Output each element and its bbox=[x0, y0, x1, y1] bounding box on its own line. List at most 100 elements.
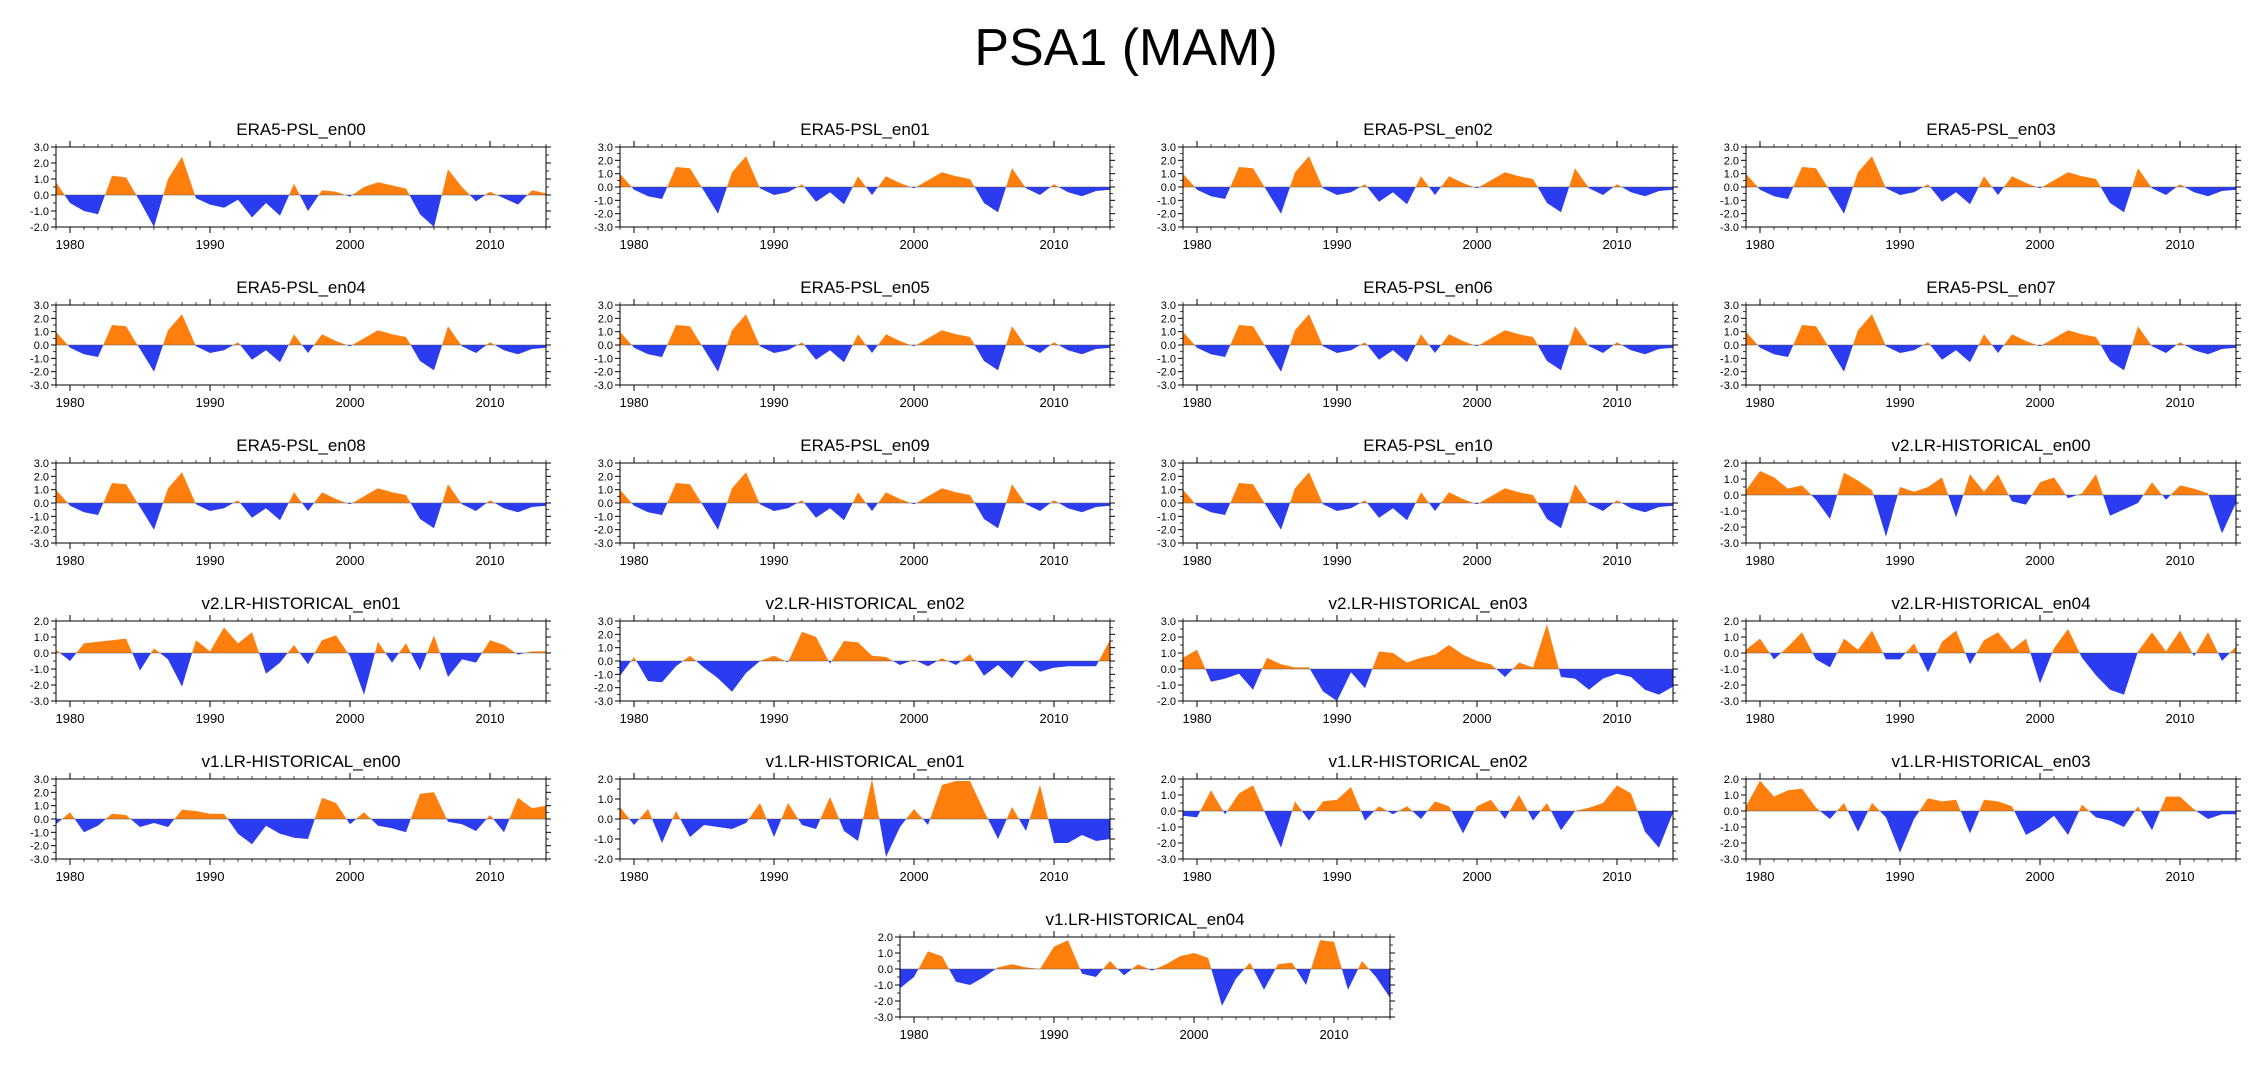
positive-area bbox=[1050, 184, 1059, 187]
x-tick-label: 2010 bbox=[2166, 869, 2195, 884]
negative-area bbox=[461, 345, 487, 353]
negative-area bbox=[2162, 495, 2171, 500]
negative-area bbox=[1183, 811, 1201, 818]
y-tick-label: 0.0 bbox=[1161, 340, 1176, 352]
positive-area bbox=[1905, 643, 1919, 653]
y-tick-label: 0.0 bbox=[598, 814, 613, 826]
positive-area bbox=[1398, 806, 1413, 811]
y-tick-label: 0.0 bbox=[1161, 182, 1176, 194]
positive-area bbox=[2077, 474, 2103, 495]
negative-area bbox=[1264, 187, 1290, 214]
positive-area bbox=[781, 803, 799, 819]
panel-title: v1.LR-HISTORICAL_en02 bbox=[1328, 752, 1527, 771]
negative-area bbox=[910, 187, 917, 189]
y-tick-label: 2.0 bbox=[598, 313, 613, 325]
positive-area bbox=[760, 655, 786, 661]
x-tick-label: 2000 bbox=[2026, 711, 2055, 726]
negative-area bbox=[910, 345, 917, 347]
x-tick-label: 2000 bbox=[2026, 553, 2055, 568]
y-tick-label: -2.0 bbox=[874, 996, 893, 1008]
positive-area bbox=[1374, 806, 1388, 811]
positive-area bbox=[56, 182, 65, 195]
y-tick-label: 0.0 bbox=[34, 814, 49, 826]
negative-area bbox=[2100, 187, 2133, 213]
y-tick-label: -3.0 bbox=[594, 538, 613, 550]
positive-area bbox=[1292, 801, 1302, 811]
negative-area bbox=[1019, 819, 1030, 831]
x-tick-label: 2000 bbox=[2026, 237, 2055, 252]
panel-title: ERA5-PSL_en01 bbox=[800, 120, 929, 139]
negative-area bbox=[2036, 187, 2043, 189]
negative-area bbox=[1025, 503, 1051, 511]
positive-area bbox=[683, 655, 697, 661]
positive-area bbox=[1006, 484, 1026, 503]
x-tick-label: 1980 bbox=[620, 395, 649, 410]
y-tick-label: 1.0 bbox=[1724, 790, 1739, 802]
negative-area bbox=[227, 819, 315, 845]
y-tick-label: 2.0 bbox=[878, 932, 893, 944]
negative-area bbox=[804, 345, 853, 363]
negative-area bbox=[947, 661, 962, 665]
y-tick-label: 1.0 bbox=[598, 485, 613, 497]
positive-area bbox=[314, 797, 347, 819]
y-tick-label: -1.0 bbox=[594, 353, 613, 365]
positive-area bbox=[831, 641, 893, 661]
positive-area bbox=[56, 489, 68, 503]
y-tick-label: 2.0 bbox=[1724, 155, 1739, 167]
negative-area bbox=[893, 661, 911, 665]
negative-area bbox=[461, 503, 487, 511]
positive-area bbox=[878, 334, 911, 345]
panel-title: v2.LR-HISTORICAL_en02 bbox=[765, 594, 964, 613]
positive-area bbox=[2143, 482, 2163, 495]
negative-area bbox=[371, 819, 411, 833]
positive-area bbox=[1025, 659, 1028, 661]
positive-area bbox=[1262, 657, 1310, 669]
negative-area bbox=[1537, 345, 1570, 371]
positive-area bbox=[525, 651, 546, 653]
negative-area bbox=[1827, 345, 1853, 372]
positive-area bbox=[103, 325, 138, 345]
y-tick-label: -3.0 bbox=[1720, 538, 1739, 550]
negative-area bbox=[410, 653, 427, 671]
chart-panel: v2.LR-HISTORICAL_en02 3.02.0 1.00.0-1.0 -2.… bbox=[594, 594, 1115, 726]
positive-area bbox=[2195, 632, 2219, 653]
positive-area bbox=[878, 492, 911, 503]
y-tick-label: -1.0 bbox=[594, 511, 613, 523]
negative-area bbox=[2065, 495, 2078, 499]
y-tick-label: -1.0 bbox=[594, 834, 613, 846]
y-tick-label: 1.0 bbox=[598, 794, 613, 806]
negative-area bbox=[1429, 187, 1441, 195]
negative-area bbox=[2008, 495, 2032, 505]
negative-area bbox=[1885, 345, 1924, 353]
positive-area bbox=[852, 492, 866, 503]
x-tick-label: 1980 bbox=[56, 237, 85, 252]
positive-area bbox=[2004, 176, 2037, 187]
y-tick-label: -1.0 bbox=[1720, 822, 1739, 834]
positive-area bbox=[2004, 334, 2037, 345]
positive-area bbox=[1006, 807, 1019, 819]
y-tick-label: 0.0 bbox=[1724, 182, 1739, 194]
positive-area bbox=[620, 173, 632, 187]
x-tick-label: 1980 bbox=[620, 237, 649, 252]
panel-title: ERA5-PSL_en02 bbox=[1363, 120, 1492, 139]
positive-area bbox=[1227, 785, 1265, 811]
y-tick-label: -1.0 bbox=[30, 664, 49, 676]
x-tick-label: 1980 bbox=[620, 711, 649, 726]
x-tick-label: 2010 bbox=[1603, 237, 1632, 252]
negative-area bbox=[1223, 811, 1228, 815]
negative-area bbox=[1412, 811, 1428, 819]
negative-area bbox=[1769, 653, 1781, 660]
negative-area bbox=[1537, 187, 1570, 213]
y-tick-label: -2.0 bbox=[594, 367, 613, 379]
positive-area bbox=[486, 342, 495, 345]
positive-area bbox=[174, 809, 228, 819]
positive-area bbox=[2079, 804, 2089, 811]
negative-area bbox=[1264, 503, 1290, 530]
x-tick-label: 2000 bbox=[336, 237, 365, 252]
negative-area bbox=[2079, 653, 2138, 695]
negative-area bbox=[1757, 345, 1794, 357]
positive-area bbox=[163, 156, 195, 195]
x-tick-label: 1990 bbox=[760, 553, 789, 568]
negative-area bbox=[2184, 187, 2236, 197]
x-tick-label: 1980 bbox=[56, 869, 85, 884]
